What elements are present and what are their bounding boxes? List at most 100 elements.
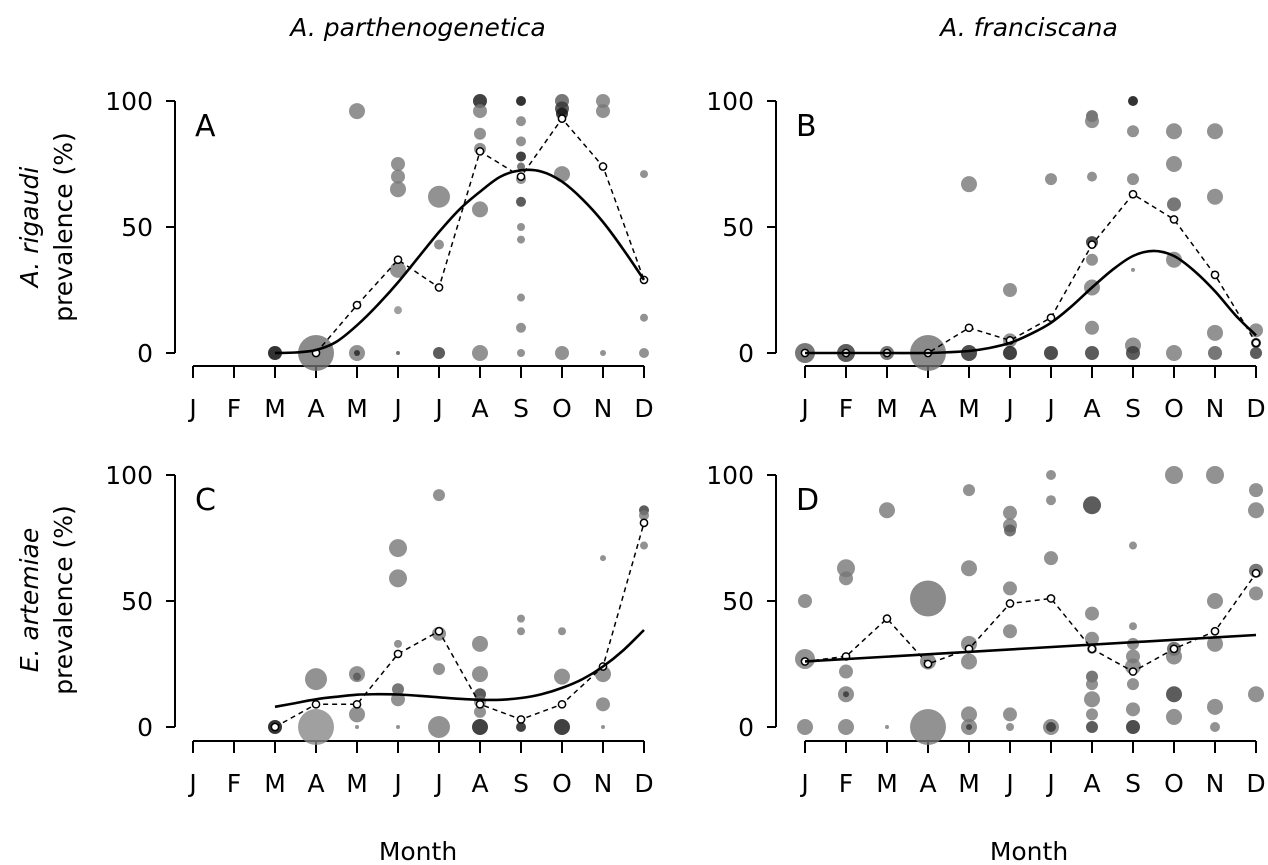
- data-point: [394, 306, 402, 315]
- data-point: [961, 706, 977, 723]
- data-point: [961, 653, 977, 670]
- mean-point: [434, 626, 444, 636]
- data-point: [558, 627, 566, 636]
- x-tick-label: A: [919, 769, 936, 798]
- mean-point: [557, 699, 567, 709]
- data-point: [961, 560, 977, 577]
- x-tick-label: J: [1004, 769, 1013, 798]
- data-point: [1085, 631, 1099, 646]
- data-point: [554, 668, 570, 685]
- data-point: [428, 716, 450, 738]
- data-point: [472, 666, 488, 683]
- data-point: [396, 725, 400, 729]
- data-point: [554, 719, 570, 735]
- data-point: [966, 724, 972, 730]
- y-tick-label: 50: [121, 587, 153, 616]
- mean-point: [393, 649, 403, 659]
- data-point: [298, 709, 334, 745]
- data-point: [1126, 720, 1140, 734]
- data-point: [1129, 541, 1137, 550]
- x-tick-label: N: [594, 769, 613, 798]
- column-title-right: A. franciscana: [938, 13, 1118, 42]
- mean-point: [1005, 599, 1015, 608]
- data-point: [1208, 346, 1222, 360]
- data-point: [389, 539, 407, 558]
- data-point: [433, 663, 445, 676]
- row-label-top-italic: A. rigaudi: [15, 167, 44, 290]
- data-point: [390, 261, 406, 278]
- x-tick-label: F: [839, 769, 853, 798]
- mean-point: [557, 114, 567, 123]
- x-tick-label: A: [307, 394, 324, 423]
- data-point: [1083, 496, 1101, 515]
- data-point: [391, 157, 405, 171]
- mean-point: [598, 162, 608, 171]
- mean-point: [1169, 644, 1179, 654]
- data-point: [600, 555, 606, 562]
- data-point: [596, 94, 610, 108]
- data-point: [516, 722, 526, 732]
- x-tick-label: O: [552, 769, 572, 798]
- data-point: [1085, 320, 1099, 335]
- data-point: [1044, 346, 1058, 360]
- data-point: [961, 345, 977, 361]
- data-point: [1166, 251, 1182, 268]
- data-point: [639, 348, 649, 358]
- data-point: [838, 719, 854, 735]
- y-tick-label: 0: [137, 339, 153, 368]
- data-point: [1046, 470, 1056, 480]
- fit-curve: [274, 629, 645, 709]
- mean-point: [352, 699, 362, 709]
- data-point: [516, 322, 526, 333]
- data-point: [472, 719, 488, 735]
- x-tick-label: M: [346, 394, 368, 423]
- data-point: [517, 162, 525, 171]
- x-tick-label: J: [799, 769, 808, 798]
- data-point: [1084, 691, 1100, 708]
- data-point: [1249, 586, 1263, 601]
- x-tick-label: J: [433, 394, 442, 423]
- data-point: [1131, 267, 1135, 272]
- data-point: [1207, 324, 1223, 341]
- data-point: [1127, 173, 1139, 186]
- mean-point: [516, 715, 526, 724]
- fit-curve: [804, 633, 1257, 663]
- data-point: [1167, 197, 1181, 212]
- data-point: [1006, 723, 1014, 731]
- x-tick-label: O: [1164, 394, 1184, 423]
- mean-point: [1169, 215, 1179, 224]
- data-point: [355, 725, 359, 729]
- data-point: [390, 181, 406, 198]
- mean-point: [475, 147, 485, 156]
- x-tick-label: M: [876, 394, 898, 423]
- x-tick-label: J: [187, 394, 196, 423]
- data-point: [910, 709, 946, 745]
- data-point: [1128, 96, 1138, 106]
- fit-curve: [274, 168, 646, 355]
- x-tick-label: N: [1206, 394, 1225, 423]
- x-tick-label: M: [876, 769, 898, 798]
- x-tick-label: A: [471, 394, 488, 423]
- data-point: [396, 351, 400, 355]
- mean-point: [964, 323, 974, 333]
- y-tick-label: 50: [121, 213, 153, 242]
- data-point: [963, 484, 975, 497]
- mean-point: [1046, 594, 1056, 603]
- data-point: [1166, 123, 1182, 140]
- mean-point: [1251, 568, 1261, 578]
- data-point: [517, 614, 525, 623]
- data-point: [433, 347, 445, 359]
- data-point: [839, 664, 853, 679]
- data-point: [1086, 253, 1098, 266]
- data-point: [1127, 678, 1139, 691]
- x-tick-label: M: [346, 769, 368, 798]
- x-tick-label: A: [1083, 394, 1100, 423]
- y-tick-label: 0: [738, 339, 754, 368]
- mean-point: [923, 659, 933, 669]
- data-point: [1003, 283, 1017, 297]
- data-point: [1127, 637, 1139, 650]
- x-tick-label: D: [634, 769, 653, 798]
- mean-line: [274, 522, 645, 728]
- data-point: [474, 705, 486, 718]
